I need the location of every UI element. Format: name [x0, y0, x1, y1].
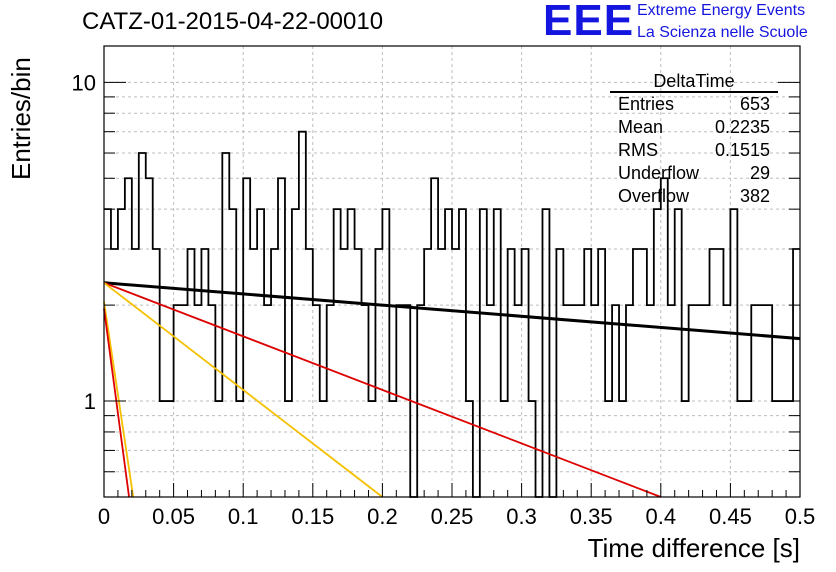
stats-title: DeltaTime: [653, 71, 734, 91]
y-tick-label: 10: [72, 70, 96, 95]
tick-layer: 0 0.05 0.1 0.15 0.2 0.25 0.3 0.35 0.4 0.45 0.5 1 10: [72, 70, 816, 529]
fit-line-2: [103, 281, 662, 498]
stats-box: DeltaTime Entries 653 Mean 0.2235 RMS 0.1515 Un…: [610, 71, 778, 206]
histogram-line: [104, 130, 800, 498]
stats-label: RMS: [618, 140, 658, 160]
x-tick-label: 0: [98, 504, 110, 529]
logo-text-line-1: Extreme Energy Events: [637, 2, 806, 19]
stats-value: 29: [750, 163, 770, 183]
y-tick-label: 1: [84, 389, 96, 414]
stats-label: Underflow: [618, 163, 700, 183]
x-tick-label: 0.2: [367, 504, 398, 529]
stats-label: Mean: [618, 117, 663, 137]
x-tick-label: 0.05: [152, 504, 195, 529]
y-axis-label: Entries/bin: [6, 57, 36, 180]
x-tick-label: 0.3: [506, 504, 537, 529]
x-tick-label: 0.1: [228, 504, 259, 529]
x-tick-label: 0.35: [570, 504, 613, 529]
x-tick-label: 0.25: [431, 504, 474, 529]
fit-line-4: [103, 301, 135, 498]
logo-text-line-2: La Scienza nelle Scuole: [637, 24, 808, 41]
chart-title: CATZ-01-2015-04-22-00010: [82, 8, 384, 35]
x-axis-label: Time difference [s]: [587, 533, 800, 563]
fit-lines-layer: [103, 281, 801, 498]
x-tick-label: 0.5: [785, 504, 816, 529]
fit-line-3: [103, 282, 383, 498]
x-tick-label: 0.4: [646, 504, 677, 529]
x-tick-label: 0.15: [291, 504, 334, 529]
fit-line-5: [103, 308, 130, 498]
histogram-layer: [104, 130, 800, 498]
stats-value: 0.1515: [715, 140, 770, 160]
eee-logo: EEE: [543, 0, 635, 45]
x-tick-label: 0.45: [709, 504, 752, 529]
stats-value: 382: [740, 186, 770, 206]
stats-value: 0.2235: [715, 117, 770, 137]
stats-value: 653: [740, 94, 770, 114]
stats-label: Overflow: [618, 186, 690, 206]
stats-label: Entries: [618, 94, 674, 114]
fit-line-1: [103, 281, 801, 341]
